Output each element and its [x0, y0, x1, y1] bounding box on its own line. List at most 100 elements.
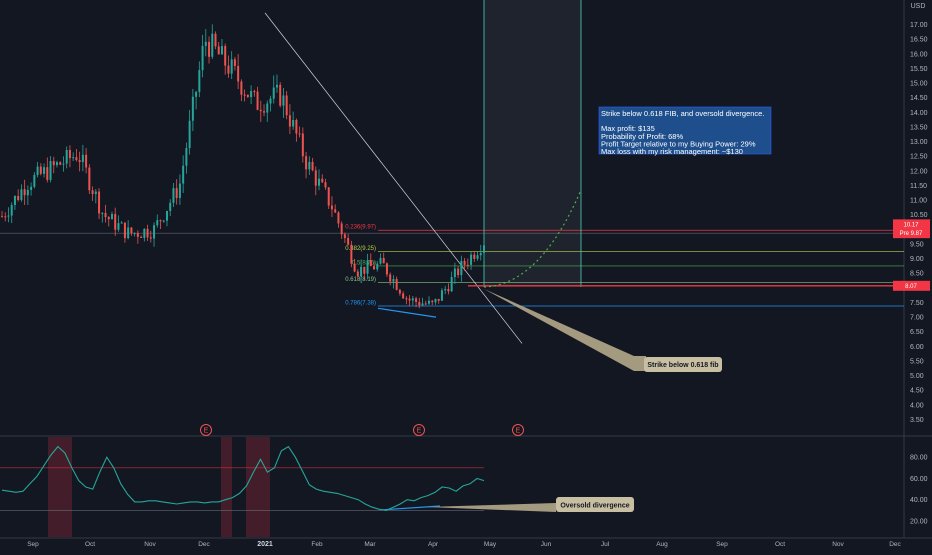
fib-level-label: 0.618(8.19) [345, 277, 376, 283]
oscillator-axis[interactable]: 20.00 40.00 60.00 80.00 [910, 455, 928, 526]
candle-body [26, 189, 29, 196]
projection-curve[interactable] [483, 189, 582, 288]
candle-body [266, 103, 269, 113]
fibonacci-retracement[interactable]: 0.236(9.97) 0.382(9.25) 0.5(8.75) 0.618(8.1… [345, 225, 904, 307]
earnings-marker[interactable] [200, 424, 212, 436]
callout-box[interactable] [556, 497, 634, 512]
trend-drawings[interactable] [0, 0, 904, 511]
candle-body [1, 216, 3, 218]
candle-body [424, 303, 427, 305]
info-box-line: Probability of Profit: 68% [601, 132, 683, 141]
price-tick-label: 14.50 [910, 95, 928, 102]
candle-body [188, 120, 191, 149]
price-tick-label: 10.50 [910, 212, 928, 219]
overbought-zone-band [221, 437, 232, 537]
price-tag-bg [893, 228, 930, 239]
candle-body [39, 166, 42, 174]
candle-body [46, 167, 49, 180]
callout-label: Strike below 0.618 fib [647, 362, 718, 369]
candle-body [98, 191, 101, 214]
time-axis[interactable]: Sep Oct Nov Dec 2021 Feb Mar Apr May Jun Jul Aug Sep… [27, 541, 901, 548]
candle-body [114, 213, 117, 230]
candle-body [88, 167, 91, 191]
candle-body [470, 254, 473, 265]
candle-body [301, 133, 304, 157]
date-tick-label: Mar [364, 541, 376, 548]
candle-body [450, 277, 453, 292]
candle-body [140, 236, 143, 238]
candlestick-series[interactable] [1, 24, 485, 309]
oscillator-line[interactable] [1, 445, 485, 511]
candle-body [143, 228, 146, 238]
fib-level-label: 0.236(9.97) [345, 225, 376, 231]
candle-body [211, 33, 214, 57]
candle-body [428, 300, 431, 304]
candle-body [243, 94, 246, 96]
price-tick-label: 6.00 [910, 344, 924, 351]
candle-body [256, 91, 259, 110]
candle-body [159, 220, 162, 222]
candle-body [175, 188, 178, 199]
candle-body [421, 303, 424, 306]
candle-body [402, 293, 405, 299]
price-tags: 10.17 Pre 9.87 8.07 [893, 219, 930, 291]
price-tick-label: 13.50 [910, 124, 928, 131]
earnings-marker[interactable] [512, 424, 524, 436]
price-tick-label: 15.00 [910, 81, 928, 88]
candle-body [169, 202, 172, 211]
candle-body [165, 210, 168, 221]
candle-body [369, 260, 372, 267]
price-tick-label: 16.50 [910, 37, 928, 44]
candle-body [440, 290, 443, 301]
candle-body [314, 170, 317, 186]
candle-body [272, 87, 275, 99]
price-divergence-line[interactable] [377, 307, 437, 318]
candle-body [201, 45, 204, 71]
candle-body [227, 65, 230, 74]
price-tag-label: Pre 9.87 [900, 231, 923, 237]
annotations[interactable]: Strike below 0.618 FIB, and oversold div… [426, 106, 772, 512]
candle-body [250, 91, 253, 98]
candle-body [431, 300, 434, 303]
candle-body [185, 148, 188, 166]
candle-body [4, 216, 7, 218]
candle-body [405, 298, 408, 300]
earnings-marker[interactable] [413, 424, 425, 436]
price-tag-label: 8.07 [905, 284, 917, 290]
candle-body [360, 266, 363, 277]
candle-body [295, 119, 298, 134]
info-box-line: Max loss with my risk management: ~$130 [601, 147, 743, 156]
candle-body [453, 268, 456, 278]
candle-body [334, 209, 337, 213]
candle-body [415, 298, 418, 302]
candle-body [217, 46, 220, 55]
info-box-line: Max profit: $135 [601, 124, 655, 133]
candle-body [463, 260, 466, 265]
date-tick-label: Feb [311, 541, 323, 548]
callout-box[interactable] [644, 357, 722, 372]
candle-body [91, 190, 94, 195]
price-tick-label: 8.50 [910, 271, 924, 278]
candle-body [379, 258, 382, 264]
trendline-descending[interactable] [264, 12, 523, 344]
candle-body [33, 174, 36, 187]
candle-body [408, 298, 411, 301]
info-box[interactable] [598, 106, 772, 155]
info-box-line: Strike below 0.618 FIB, and oversold div… [601, 109, 764, 118]
date-tick-label: Nov [144, 541, 156, 548]
candle-body [149, 237, 152, 239]
candle-body [385, 263, 388, 275]
candle-body [389, 274, 392, 282]
price-tag-label: 10.17 [903, 222, 919, 228]
candle-body [214, 33, 217, 47]
candle-body [204, 41, 207, 46]
oscillator-divergence-line[interactable] [379, 505, 441, 511]
price-tick-label: 17.00 [910, 22, 928, 29]
candle-body [182, 165, 185, 184]
oscillator-pane[interactable] [0, 445, 485, 511]
candle-body [104, 212, 107, 218]
